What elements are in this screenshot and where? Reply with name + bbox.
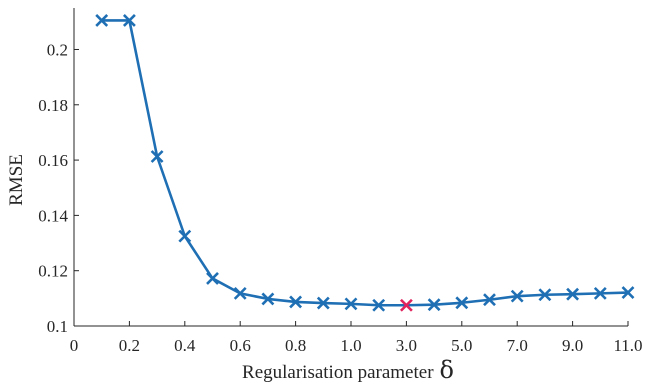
x-axis-title: Regularisation parameter δ	[242, 356, 454, 384]
data-point-marker	[316, 296, 330, 310]
data-point-marker	[122, 14, 136, 27]
series-group	[95, 14, 635, 312]
x-axis-ticks: 0 0.2 0.4 0.6 0.8 1.0 3.0 5.0 7.0 9.0 11.0	[70, 321, 643, 355]
marker-stroke	[344, 297, 358, 311]
axes	[73, 8, 628, 327]
highlight-group	[399, 298, 413, 312]
x-tick-label: 11.0	[613, 336, 642, 355]
marker-stroke	[206, 272, 219, 285]
marker-stroke	[510, 289, 524, 303]
y-axis-title: RMSE	[6, 154, 27, 206]
data-point-marker	[621, 286, 635, 299]
rmse-series-line	[101, 19, 629, 307]
marker-stroke	[399, 298, 413, 312]
marker-stroke	[316, 296, 330, 310]
x-tick-label: 1.0	[340, 336, 361, 355]
data-point-marker	[150, 150, 164, 163]
y-tick-label: 0.1	[47, 317, 68, 336]
x-tick-label: 3.0	[396, 336, 417, 355]
marker-stroke	[538, 288, 552, 302]
data-point-marker	[538, 288, 552, 302]
marker-stroke	[483, 293, 496, 307]
data-point-marker	[344, 297, 358, 311]
marker-stroke	[455, 296, 469, 310]
x-tick-label: 0	[70, 336, 79, 355]
x-tick-label: 9.0	[562, 336, 583, 355]
marker-stroke	[372, 298, 386, 312]
x-axis-delta-symbol: δ	[440, 356, 454, 384]
data-point-marker	[206, 272, 219, 285]
data-point-marker	[178, 229, 192, 243]
marker-stroke	[150, 150, 164, 163]
marker-stroke	[621, 286, 635, 299]
marker-stroke	[178, 229, 192, 243]
y-tick-label: 0.18	[38, 96, 68, 115]
data-point-marker	[510, 289, 524, 303]
optimal-point-marker	[399, 298, 413, 312]
data-point-marker	[95, 14, 109, 27]
x-tick-label: 7.0	[507, 336, 528, 355]
data-point-marker	[483, 293, 496, 307]
x-tick-label: 0.4	[174, 336, 196, 355]
x-tick-label: 0.8	[285, 336, 306, 355]
marker-stroke	[261, 292, 275, 306]
data-point-marker	[593, 286, 607, 300]
x-tick-label: 0.2	[119, 336, 140, 355]
data-point-marker	[372, 298, 386, 312]
x-axis-label: Regularisation parameter	[242, 362, 434, 383]
y-tick-label: 0.12	[38, 262, 68, 281]
marker-stroke	[427, 298, 441, 312]
y-tick-label: 0.16	[38, 151, 68, 170]
y-tick-label: 0.2	[47, 40, 68, 59]
marker-stroke	[289, 295, 303, 309]
marker-stroke	[566, 287, 580, 301]
marker-stroke	[95, 14, 109, 27]
marker-stroke	[593, 286, 607, 300]
y-axis-ticks: 0.1 0.12 0.14 0.16 0.18 0.2	[38, 40, 79, 336]
marker-stroke	[122, 14, 136, 27]
data-point-marker	[289, 295, 303, 309]
data-point-marker	[566, 287, 580, 301]
data-point-marker	[233, 286, 247, 300]
data-point-marker	[261, 292, 275, 306]
x-tick-label: 5.0	[451, 336, 472, 355]
data-point-marker	[455, 296, 469, 310]
marker-stroke	[233, 286, 247, 300]
x-tick-label: 0.6	[230, 336, 251, 355]
y-tick-label: 0.14	[38, 206, 68, 225]
data-point-marker	[427, 298, 441, 312]
